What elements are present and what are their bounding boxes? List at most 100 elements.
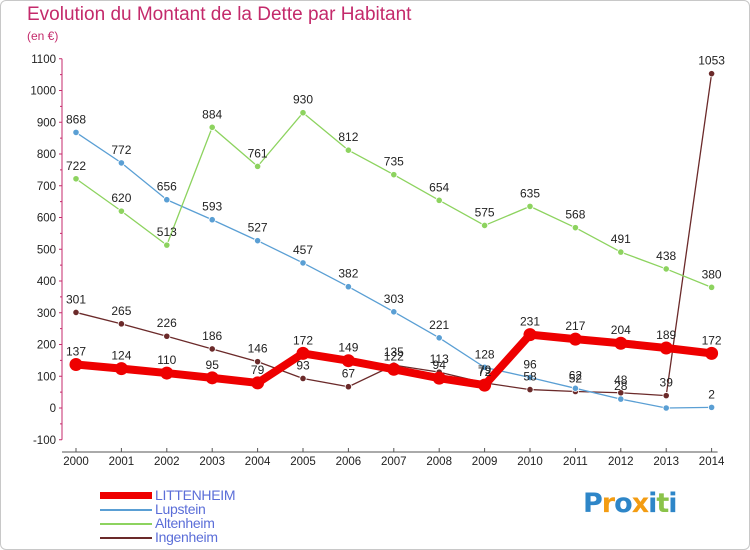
- data-point: [707, 70, 716, 78]
- data-label: 1053: [698, 54, 725, 68]
- logo-letter: P: [583, 488, 603, 519]
- data-point: [163, 241, 171, 249]
- data-label: 930: [293, 93, 313, 107]
- x-tick-label: 2001: [109, 456, 135, 468]
- data-label: 491: [611, 232, 631, 246]
- data-point: [526, 373, 534, 382]
- legend-swatch: [100, 537, 152, 539]
- y-tick-label: 900: [37, 117, 56, 129]
- data-point: [435, 196, 443, 204]
- data-label: 221: [429, 318, 449, 332]
- data-label: 110: [157, 353, 176, 367]
- series-line-altenheim: [75, 112, 713, 289]
- data-point: [617, 248, 625, 256]
- data-point: [254, 162, 262, 170]
- data-label: 52: [569, 371, 583, 385]
- data-point: [114, 362, 128, 376]
- x-tick-label: 2011: [563, 456, 588, 468]
- logo-letter: i: [648, 488, 657, 519]
- data-label: 186: [202, 329, 222, 343]
- x-tick-label: 2007: [381, 456, 407, 468]
- data-point: [480, 363, 489, 371]
- data-label: 868: [66, 112, 86, 126]
- data-point: [160, 366, 174, 380]
- x-tick-label: 2006: [336, 456, 362, 468]
- data-label: 128: [475, 347, 495, 361]
- data-label: 2: [708, 387, 715, 401]
- data-point: [344, 146, 352, 154]
- data-label: 654: [429, 180, 449, 194]
- data-label: 67: [342, 367, 356, 381]
- data-label: 812: [338, 130, 358, 144]
- legend-label: Lupstein: [155, 501, 206, 517]
- data-label: 303: [384, 292, 404, 306]
- legend-label: Altenheim: [155, 515, 215, 531]
- legend-label: LITTENHEIM: [155, 487, 236, 503]
- data-label: 189: [656, 328, 676, 342]
- x-tick-label: 2010: [517, 456, 543, 468]
- data-point: [299, 374, 307, 383]
- data-label: 58: [523, 370, 537, 384]
- x-tick-label: 2002: [154, 456, 180, 468]
- data-point: [707, 403, 716, 411]
- data-point: [571, 384, 580, 392]
- data-point: [344, 383, 352, 391]
- data-label: 231: [520, 315, 540, 329]
- data-label: 39: [660, 376, 674, 390]
- data-label: 93: [296, 358, 310, 372]
- logo-letter: x: [631, 488, 649, 519]
- data-point: [662, 265, 670, 273]
- data-point: [523, 328, 537, 342]
- x-tick-label: 2004: [245, 456, 271, 468]
- data-point: [390, 171, 398, 179]
- data-point: [659, 341, 673, 355]
- data-point: [72, 175, 80, 183]
- data-label: 265: [111, 304, 131, 318]
- y-tick-label: 0: [50, 403, 56, 415]
- data-label: 301: [66, 292, 86, 306]
- data-point: [205, 371, 219, 385]
- y-tick-label: 300: [37, 308, 56, 320]
- data-label: 149: [338, 341, 358, 355]
- data-label: 96: [523, 358, 537, 372]
- logo-letter: i: [668, 488, 677, 519]
- data-point: [571, 224, 580, 232]
- data-label: 457: [293, 243, 313, 257]
- data-label: 62: [569, 368, 583, 382]
- chart-unit: (en €): [27, 29, 59, 43]
- data-point: [387, 362, 401, 376]
- data-point: [478, 378, 492, 392]
- data-point: [568, 332, 582, 346]
- data-label: 95: [206, 358, 220, 372]
- y-tick-label: 500: [37, 244, 56, 256]
- data-point: [299, 259, 307, 267]
- chart-title: Evolution du Montant de la Dette par Hab…: [27, 4, 412, 25]
- data-label: 124: [111, 349, 131, 363]
- data-point: [614, 336, 628, 350]
- data-point: [296, 346, 310, 360]
- data-label: 28: [614, 379, 628, 393]
- data-label: 79: [251, 363, 265, 377]
- data-label: 135: [384, 345, 404, 359]
- data-point: [72, 308, 80, 317]
- x-tick-label: 2014: [699, 456, 725, 468]
- data-point: [251, 376, 265, 390]
- data-point: [208, 345, 216, 353]
- data-point: [526, 202, 534, 210]
- data-label: 593: [202, 200, 222, 214]
- proxiti-logo: Proxiti: [583, 488, 678, 519]
- y-tick-label: 1000: [30, 86, 56, 98]
- data-point: [208, 216, 216, 224]
- data-point: [705, 346, 719, 360]
- data-point: [662, 404, 670, 412]
- data-point: [117, 159, 126, 167]
- data-label: 122: [384, 349, 404, 363]
- data-point: [341, 354, 355, 368]
- data-label: 113: [430, 352, 449, 366]
- data-label: 217: [565, 319, 585, 333]
- data-point: [432, 371, 446, 385]
- y-tick-label: 200: [37, 340, 56, 352]
- data-point: [254, 237, 262, 245]
- legend-swatch: [100, 492, 152, 499]
